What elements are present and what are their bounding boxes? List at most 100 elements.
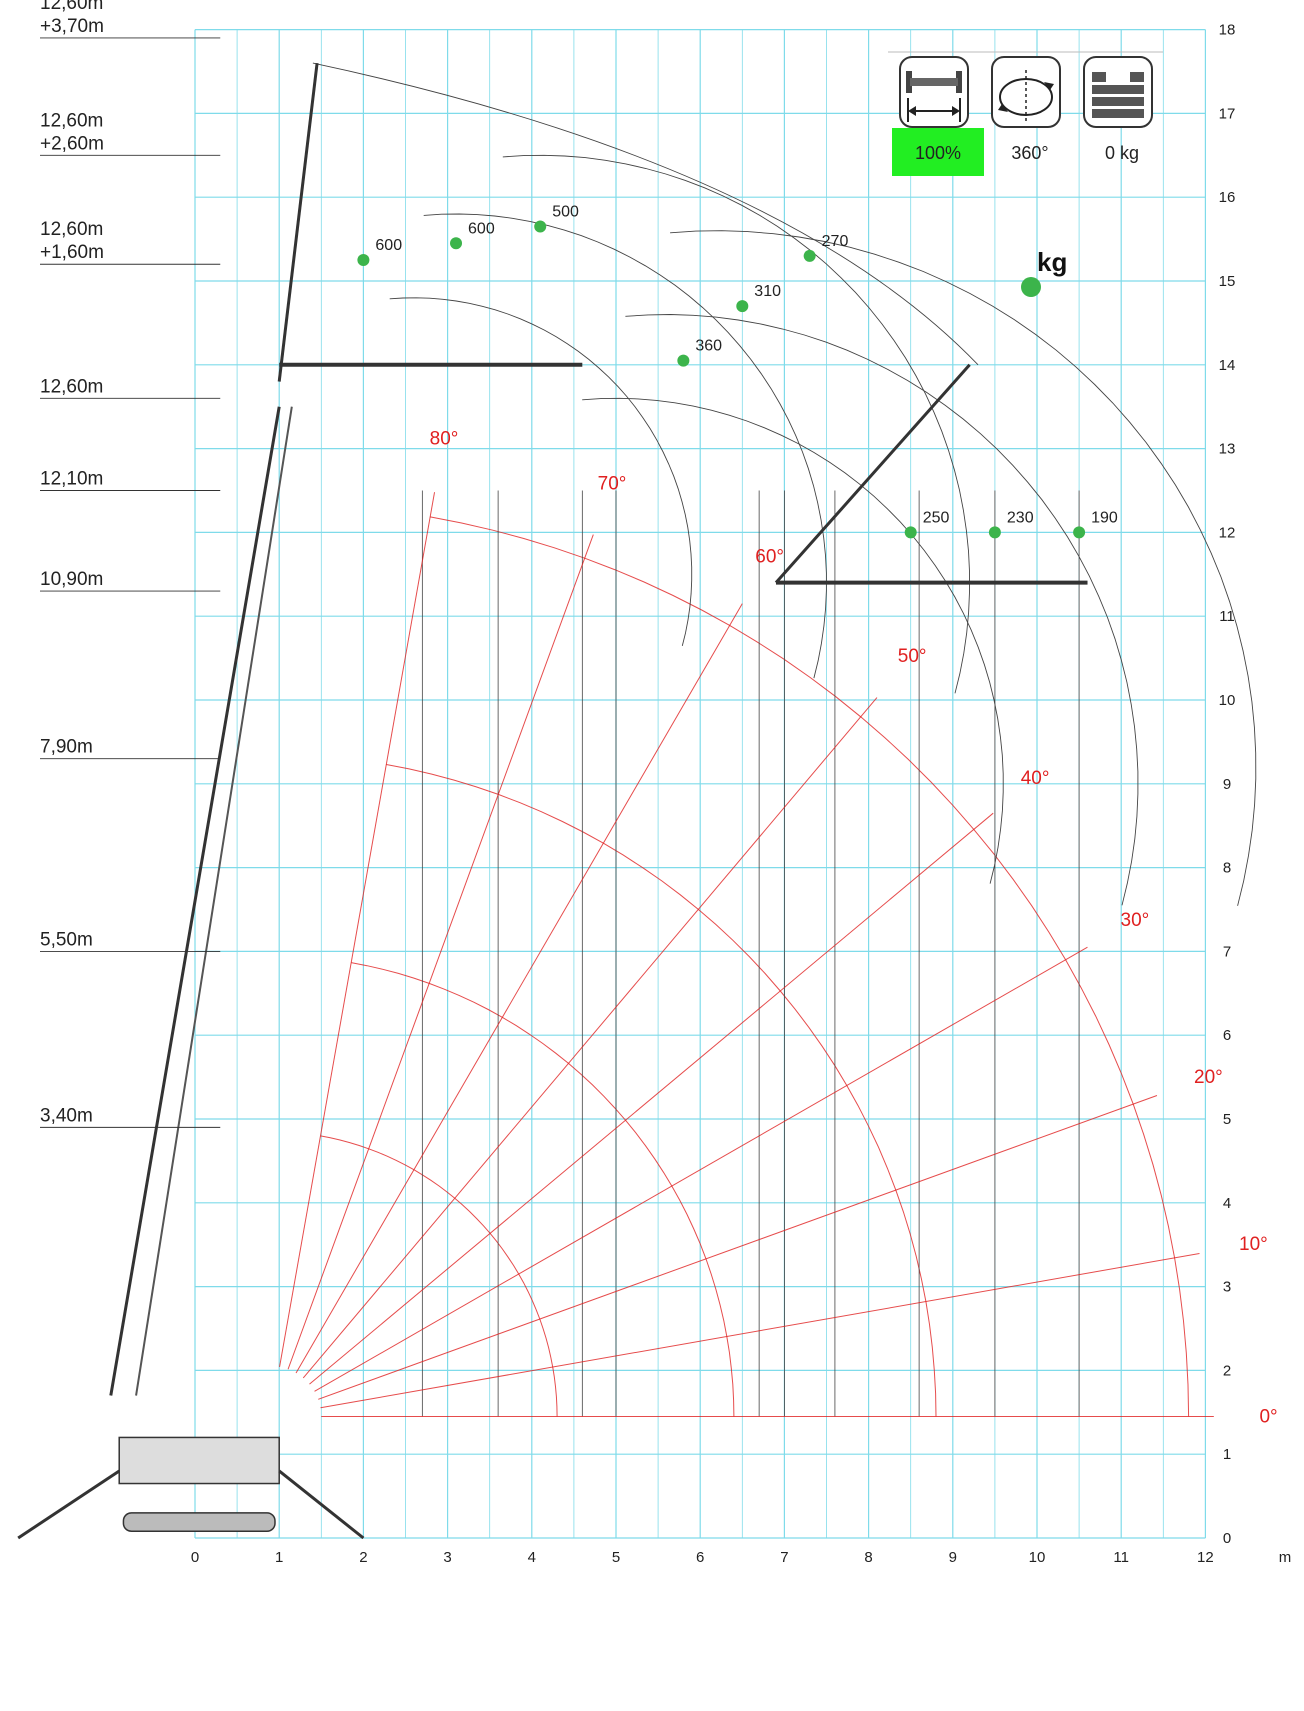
load-point [988, 526, 1001, 539]
y-tick-label: 3 [1223, 1279, 1231, 1296]
angle-label: 0° [1259, 1406, 1277, 1427]
load-point-label: 250 [923, 509, 950, 526]
height-label: +2,60m [40, 133, 104, 154]
y-tick-label: 15 [1219, 273, 1236, 290]
y-tick-label: 0 [1223, 1530, 1231, 1547]
load-point-label: 500 [552, 204, 579, 221]
load-point-label: 310 [754, 283, 781, 300]
jib-raised [774, 363, 971, 584]
jib-envelope [625, 314, 1139, 906]
axis-ticks: 0 1 2 3 4 5 6 7 8 9 10 11 12 m01234567891011121314151… [191, 22, 1291, 1566]
jib-envelope [582, 397, 1004, 884]
height-label: 3,40m [40, 1105, 93, 1126]
angle-line [314, 946, 1088, 1392]
x-axis-unit: m [1279, 1549, 1292, 1566]
jib-envelope [389, 297, 693, 647]
height-label: 12,60m [40, 110, 103, 131]
y-tick-label: 17 [1219, 105, 1236, 122]
y-tick-label: 9 [1223, 776, 1231, 793]
load-unit-label: kg [1037, 247, 1067, 277]
load-point-label: 600 [375, 237, 402, 254]
angle-label: 30° [1121, 910, 1150, 931]
x-tick-label: 6 [696, 1549, 704, 1566]
outrigger-right [278, 1469, 365, 1540]
load-point [1073, 526, 1086, 539]
height-labels: 12,60m+3,70m12,60m+2,60m12,60m+1,60m12,6… [40, 0, 221, 1128]
main-boom-edge [135, 406, 293, 1396]
y-tick-label: 14 [1219, 357, 1236, 374]
y-tick-label: 6 [1223, 1027, 1231, 1044]
angle-line [279, 492, 436, 1368]
height-label: +3,70m [40, 16, 104, 37]
x-tick-label: 10 [1029, 1549, 1046, 1566]
chart-grid [194, 29, 1207, 1539]
angle-label: 60° [755, 547, 784, 568]
x-tick-label: 11 [1113, 1549, 1129, 1566]
angle-line [318, 1095, 1158, 1400]
load-point [677, 354, 690, 367]
height-label: 5,50m [40, 929, 93, 950]
y-tick-label: 1 [1223, 1446, 1231, 1463]
y-tick-label: 16 [1219, 189, 1236, 206]
jib-envelope [502, 154, 970, 694]
height-label: 12,60m [40, 219, 103, 240]
y-tick-label: 7 [1223, 943, 1231, 960]
outrigger-highlight [892, 128, 984, 176]
y-tick-label: 4 [1223, 1195, 1231, 1212]
jib-envelope [670, 230, 1257, 906]
y-tick-label: 8 [1223, 860, 1231, 877]
x-tick-label: 7 [780, 1549, 788, 1566]
angle-label: 10° [1239, 1234, 1268, 1255]
angle-label: 20° [1194, 1067, 1223, 1088]
x-tick-label: 12 [1197, 1549, 1214, 1566]
height-label: 7,90m [40, 737, 93, 758]
x-tick-label: 8 [864, 1549, 872, 1566]
angle-label: 40° [1021, 768, 1050, 789]
boom-angle-lines: 0° 10° 20° 30° 40° 50° 60° 70° 80° [279, 429, 1278, 1427]
outrigger-extension-icon [899, 56, 969, 128]
height-label: 12,60m [40, 376, 103, 397]
load-point [736, 300, 749, 313]
angle-label: 80° [430, 429, 459, 450]
y-tick-label: 11 [1219, 608, 1235, 625]
rotation-label: 360° [1011, 143, 1048, 163]
angle-label: 70° [598, 473, 627, 494]
y-tick-label: 12 [1219, 524, 1236, 541]
y-tick-label: 10 [1219, 692, 1236, 709]
y-tick-label: 2 [1223, 1362, 1231, 1379]
angle-label: 50° [898, 646, 927, 667]
load-point-label: 190 [1091, 509, 1118, 526]
load-point [450, 237, 463, 250]
main-boom [109, 406, 281, 1396]
x-tick-label: 2 [359, 1549, 367, 1566]
load-point-label: 360 [695, 338, 722, 355]
load-points: 600 600 500 360 310 270 250 230 190 [357, 204, 1118, 539]
load-point [904, 526, 917, 539]
load-point-label: 270 [822, 233, 849, 250]
angle-line [302, 697, 878, 1379]
height-label: 10,90m [40, 569, 103, 590]
crane-track [122, 1512, 276, 1533]
outrigger-left [17, 1469, 121, 1540]
counterweight-label: 0 kg [1105, 143, 1139, 163]
x-tick-label: 5 [612, 1549, 620, 1566]
height-label: 12,10m [40, 469, 103, 490]
crane-chassis [118, 1436, 280, 1485]
outrigger-label: 100% [915, 143, 961, 163]
y-tick-label: 18 [1219, 22, 1236, 39]
crane-outline [17, 62, 1088, 1540]
angle-line [287, 534, 594, 1370]
load-point-label: 600 [468, 220, 495, 237]
x-tick-label: 1 [275, 1549, 283, 1566]
y-tick-label: 5 [1223, 1111, 1231, 1128]
load-point [803, 249, 816, 262]
counterweight-icon [1083, 56, 1153, 128]
load-unit-marker [1021, 277, 1041, 297]
angle-line [295, 603, 743, 1374]
load-point [534, 220, 547, 233]
load-point-label: 230 [1007, 509, 1034, 526]
height-label: +1,60m [40, 242, 104, 263]
rotation-icon [991, 56, 1061, 128]
x-tick-label: 0 [191, 1549, 199, 1566]
height-label: 12,60m [40, 0, 103, 14]
